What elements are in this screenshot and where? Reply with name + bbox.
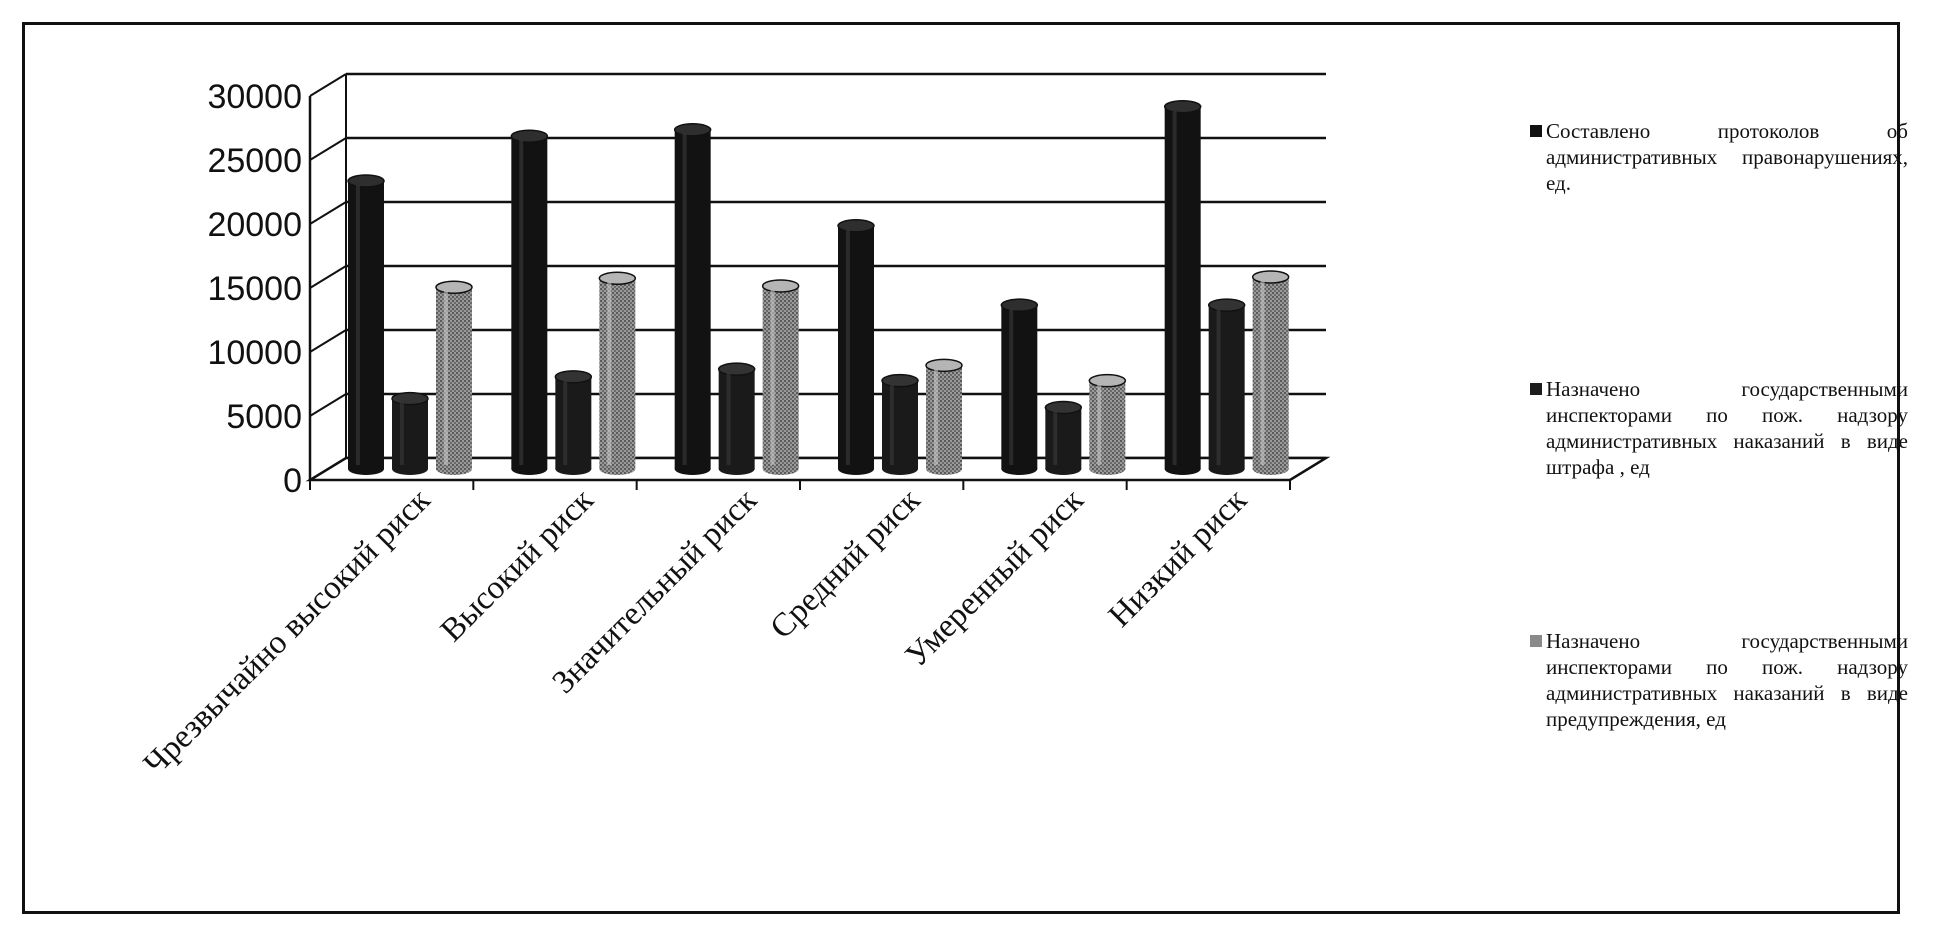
x-tick-label: Чрезвычайно высокий риск	[137, 482, 438, 783]
y-tick-label: 30000	[207, 78, 302, 116]
gridline-depth	[309, 73, 347, 97]
bars	[347, 100, 1290, 475]
bar	[761, 279, 800, 475]
bar	[881, 373, 919, 475]
y-tick-label: 0	[283, 462, 302, 500]
bar	[837, 219, 875, 475]
legend-item-fines: Назначено государственными инспекторами …	[1530, 376, 1908, 480]
gridline-depth	[309, 329, 347, 353]
x-tick-label: Низкий риск	[1102, 482, 1255, 635]
bar	[554, 370, 593, 475]
x-tick-label: Умеренный риск	[899, 482, 1092, 675]
x-tick-label: Средний риск	[764, 482, 928, 646]
y-tick-label: 10000	[207, 334, 302, 372]
bar	[598, 271, 637, 475]
bar	[925, 358, 963, 475]
legend-swatch-fines	[1530, 383, 1542, 395]
bar	[1088, 373, 1127, 475]
bar	[1207, 298, 1246, 475]
bar	[391, 391, 429, 475]
bar	[1000, 298, 1039, 475]
legend-label-fines: Назначено государственными инспекторами …	[1546, 377, 1908, 479]
bar	[1044, 400, 1083, 475]
legend-swatch-warnings	[1530, 635, 1542, 647]
gridline-depth	[309, 393, 347, 417]
bar	[510, 129, 549, 475]
gridline-depth	[309, 137, 347, 161]
y-tick-label: 15000	[207, 270, 302, 308]
y-tick-label: 25000	[207, 142, 302, 180]
bar	[347, 174, 385, 475]
bar	[673, 123, 712, 475]
legend-item-warnings: Назначено государственными инспекторами …	[1530, 628, 1908, 732]
bar	[1251, 270, 1290, 475]
y-tick-label: 5000	[226, 398, 302, 436]
bar	[717, 362, 756, 475]
legend-swatch-protocols	[1530, 125, 1542, 137]
gridline-depth	[309, 265, 347, 289]
legend-label-protocols: Составлено протоколов об административны…	[1546, 119, 1908, 195]
x-tick-label: Высокий риск	[434, 482, 601, 649]
y-tick-label: 20000	[207, 206, 302, 244]
gridline-depth	[309, 201, 347, 225]
legend-item-protocols: Составлено протоколов об административны…	[1530, 118, 1908, 196]
bar	[1163, 100, 1202, 475]
y-tick-labels: 0 5000 10000 15000 20000 25000 30000	[207, 78, 302, 500]
legend-label-warnings: Назначено государственными инспекторами …	[1546, 629, 1908, 731]
bar	[435, 280, 473, 475]
